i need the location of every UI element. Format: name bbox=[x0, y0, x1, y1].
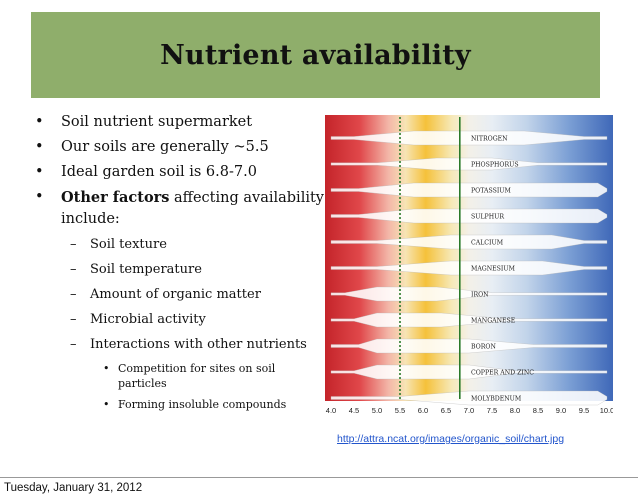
sub-bullet-text: Soil temperature bbox=[90, 262, 202, 277]
tick-label: 5.0 bbox=[372, 406, 382, 415]
bullet-item: • Our soils are generally ~5.5 bbox=[28, 137, 328, 158]
tick-label: 9.0 bbox=[556, 406, 566, 415]
tick-label: 8.0 bbox=[510, 406, 520, 415]
bullet-icon: • bbox=[35, 189, 44, 205]
sub-bullet-item: – Soil temperature bbox=[28, 261, 328, 279]
bullet-icon: • bbox=[35, 139, 44, 155]
nutrient-band bbox=[330, 390, 608, 406]
bullet-text: Soil nutrient supermarket bbox=[61, 114, 253, 130]
sub-sub-bullet-item: • Forming insoluble compounds bbox=[28, 397, 328, 412]
nutrient-label: POTASSIUM bbox=[471, 188, 512, 195]
slide: Nutrient availability • Soil nutrient sup… bbox=[28, 12, 613, 445]
tick-label: 4.0 bbox=[326, 406, 336, 415]
bullet-icon: • bbox=[103, 362, 110, 375]
bullet-bold-text: Other factors bbox=[61, 189, 170, 206]
dash-icon: – bbox=[70, 337, 77, 352]
sub-sub-bullet-text: Competition for sites on soil particles bbox=[118, 362, 276, 390]
bullet-item: • Soil nutrient supermarket bbox=[28, 112, 328, 133]
nutrient-label: MOLYBDENUM bbox=[471, 396, 522, 403]
title-bar: Nutrient availability bbox=[31, 12, 600, 98]
ph-markers bbox=[399, 117, 461, 399]
nutrient-band bbox=[330, 364, 608, 380]
source-link[interactable]: http://attra.ncat.org/images/organic_soi… bbox=[337, 433, 565, 445]
tick-label: 10.0 bbox=[600, 406, 613, 415]
ph-axis-ticks: 4.0 4.5 5.0 5.5 6.0 6.5 7.0 7.5 8.0 8.5 9.0 9.5 10.0 bbox=[326, 406, 613, 415]
nutrient-label: CALCIUM bbox=[471, 240, 504, 247]
sub-bullet-item: – Interactions with other nutrients bbox=[28, 336, 328, 354]
nutrient-label: BORON bbox=[471, 344, 496, 351]
nutrient-label: NITROGEN bbox=[471, 136, 508, 143]
bullet-text: affecting availability include: bbox=[61, 190, 324, 227]
dash-icon: – bbox=[70, 287, 77, 302]
nutrient-label: PHOSPHORUS bbox=[471, 162, 519, 169]
tick-label: 9.5 bbox=[579, 406, 589, 415]
sub-sub-bullet-item: • Competition for sites on soil particles bbox=[28, 361, 328, 391]
bullet-text: Our soils are generally ~5.5 bbox=[61, 139, 269, 155]
dash-icon: – bbox=[70, 262, 77, 277]
dash-icon: – bbox=[70, 312, 77, 327]
sub-bullet-text: Soil texture bbox=[90, 237, 167, 252]
tick-label: 4.5 bbox=[349, 406, 359, 415]
nutrient-label: MANGANESE bbox=[471, 318, 516, 325]
sub-bullet-item: – Amount of organic matter bbox=[28, 286, 328, 304]
tick-label: 6.0 bbox=[418, 406, 428, 415]
tick-label: 8.5 bbox=[533, 406, 543, 415]
slide-title: Nutrient availability bbox=[160, 39, 471, 71]
dash-icon: – bbox=[70, 237, 77, 252]
tick-label: 7.0 bbox=[464, 406, 474, 415]
bullet-item: • Ideal garden soil is 6.8-7.0 bbox=[28, 162, 328, 183]
tick-label: 6.5 bbox=[441, 406, 451, 415]
sub-sub-bullet-text: Forming insoluble compounds bbox=[118, 398, 287, 411]
bullet-icon: • bbox=[103, 398, 110, 411]
nutrient-band bbox=[330, 208, 608, 224]
sub-bullet-item: – Microbial activity bbox=[28, 311, 328, 329]
bullet-icon: • bbox=[35, 114, 44, 130]
sub-bullet-text: Amount of organic matter bbox=[90, 287, 261, 302]
footer-date: Tuesday, January 31, 2012 bbox=[0, 477, 638, 497]
nutrient-label: IRON bbox=[471, 292, 489, 299]
nutrient-band bbox=[330, 234, 608, 250]
tick-label: 5.5 bbox=[395, 406, 405, 415]
sub-bullet-item: – Soil texture bbox=[28, 236, 328, 254]
bullet-list: • Soil nutrient supermarket • Our soils ar… bbox=[28, 112, 328, 418]
bullet-text: Ideal garden soil is 6.8-7.0 bbox=[61, 164, 257, 180]
bullet-icon: • bbox=[35, 164, 44, 180]
nutrient-label: COPPER AND ZINC bbox=[471, 370, 534, 377]
tick-label: 7.5 bbox=[487, 406, 497, 415]
sub-bullet-text: Interactions with other nutrients bbox=[90, 337, 307, 352]
nutrient-label: MAGNESIUM bbox=[471, 266, 516, 273]
nutrient-availability-chart: NITROGEN PHOSPHORUS POTASSIUM SULPHUR CALCIU… bbox=[325, 115, 613, 415]
sub-bullet-text: Microbial activity bbox=[90, 312, 206, 327]
nutrient-band bbox=[330, 260, 608, 276]
nutrient-band bbox=[330, 312, 608, 328]
bullet-item: • Other factors affecting availability in… bbox=[28, 187, 328, 230]
nutrient-label: SULPHUR bbox=[471, 214, 504, 221]
